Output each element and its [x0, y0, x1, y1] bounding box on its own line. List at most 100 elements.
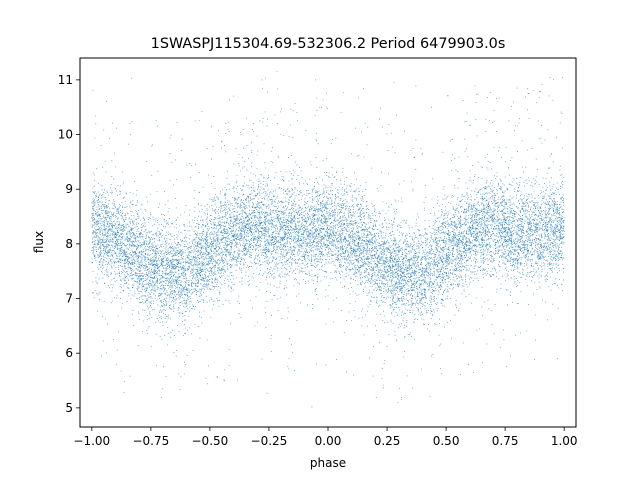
- data-point: [146, 266, 147, 268]
- data-point: [458, 284, 460, 286]
- data-point: [252, 199, 254, 201]
- data-point: [148, 217, 150, 218]
- data-point: [513, 179, 515, 181]
- data-point: [442, 241, 444, 243]
- data-point: [169, 264, 170, 266]
- data-point: [164, 279, 166, 281]
- data-point: [105, 171, 107, 173]
- data-point: [248, 187, 250, 189]
- data-point: [267, 272, 269, 274]
- data-point: [194, 323, 196, 325]
- data-point: [112, 284, 114, 286]
- data-point: [320, 194, 322, 195]
- data-point: [135, 239, 136, 241]
- data-point: [558, 248, 559, 250]
- data-point: [162, 240, 164, 242]
- data-point: [552, 220, 554, 221]
- data-point: [553, 235, 555, 237]
- data-point: [171, 287, 173, 289]
- data-point: [557, 245, 559, 246]
- data-point: [136, 253, 137, 255]
- data-point: [484, 224, 486, 226]
- data-point: [321, 243, 323, 245]
- data-point: [486, 226, 488, 227]
- data-point: [161, 304, 162, 306]
- data-point: [271, 275, 272, 277]
- data-point: [242, 189, 243, 191]
- data-point: [457, 254, 459, 255]
- data-point: [498, 232, 500, 233]
- data-point: [105, 228, 106, 230]
- data-point: [293, 242, 295, 244]
- data-point: [440, 233, 442, 234]
- data-point: [266, 241, 268, 243]
- data-point: [168, 296, 170, 298]
- data-point: [280, 262, 282, 264]
- data-point: [202, 247, 204, 249]
- data-point: [375, 226, 377, 228]
- data-point: [458, 267, 460, 268]
- data-point: [251, 228, 253, 230]
- data-point: [255, 296, 257, 298]
- data-point: [544, 222, 546, 224]
- data-point: [529, 223, 531, 225]
- data-point: [247, 251, 248, 252]
- data-point: [563, 199, 564, 201]
- data-point: [401, 296, 403, 298]
- data-point: [362, 242, 364, 244]
- data-point: [407, 293, 409, 295]
- data-point: [409, 295, 411, 296]
- data-point: [498, 232, 500, 234]
- data-point: [156, 280, 158, 282]
- data-point: [99, 252, 101, 253]
- data-point: [280, 226, 282, 228]
- data-point: [134, 237, 136, 239]
- data-point: [226, 189, 227, 191]
- data-point: [397, 299, 399, 301]
- data-point: [106, 210, 108, 212]
- data-point: [209, 267, 210, 269]
- data-point: [140, 234, 141, 235]
- data-point: [452, 154, 453, 156]
- data-point: [170, 278, 171, 279]
- data-point: [506, 240, 508, 242]
- data-point: [164, 292, 166, 294]
- data-point: [328, 250, 330, 252]
- data-point: [460, 256, 462, 257]
- data-point: [135, 253, 137, 255]
- data-point: [102, 246, 104, 247]
- data-point: [288, 180, 290, 182]
- data-point: [463, 246, 465, 248]
- data-point: [367, 310, 368, 312]
- data-point: [118, 235, 120, 237]
- data-point: [263, 205, 265, 207]
- data-point: [366, 257, 368, 259]
- data-point: [276, 233, 278, 235]
- data-point: [360, 212, 362, 214]
- data-point: [446, 256, 447, 258]
- data-point: [511, 231, 513, 232]
- data-point: [229, 241, 231, 243]
- data-point: [214, 255, 216, 257]
- data-point: [480, 261, 482, 263]
- data-point: [144, 241, 145, 243]
- data-point: [532, 186, 534, 187]
- data-point: [209, 271, 211, 272]
- data-point: [155, 295, 156, 297]
- data-point: [106, 223, 108, 224]
- data-point: [434, 286, 436, 288]
- data-point: [459, 221, 461, 223]
- data-point: [451, 262, 453, 264]
- data-point: [151, 297, 153, 299]
- data-point: [114, 297, 115, 299]
- data-point: [432, 206, 434, 208]
- data-point: [273, 194, 275, 196]
- data-point: [112, 202, 114, 204]
- data-point: [533, 218, 535, 220]
- data-point: [482, 227, 484, 229]
- data-point: [105, 202, 106, 203]
- data-point: [460, 263, 462, 265]
- data-point: [353, 206, 355, 208]
- data-point: [475, 212, 477, 214]
- data-point: [528, 210, 530, 212]
